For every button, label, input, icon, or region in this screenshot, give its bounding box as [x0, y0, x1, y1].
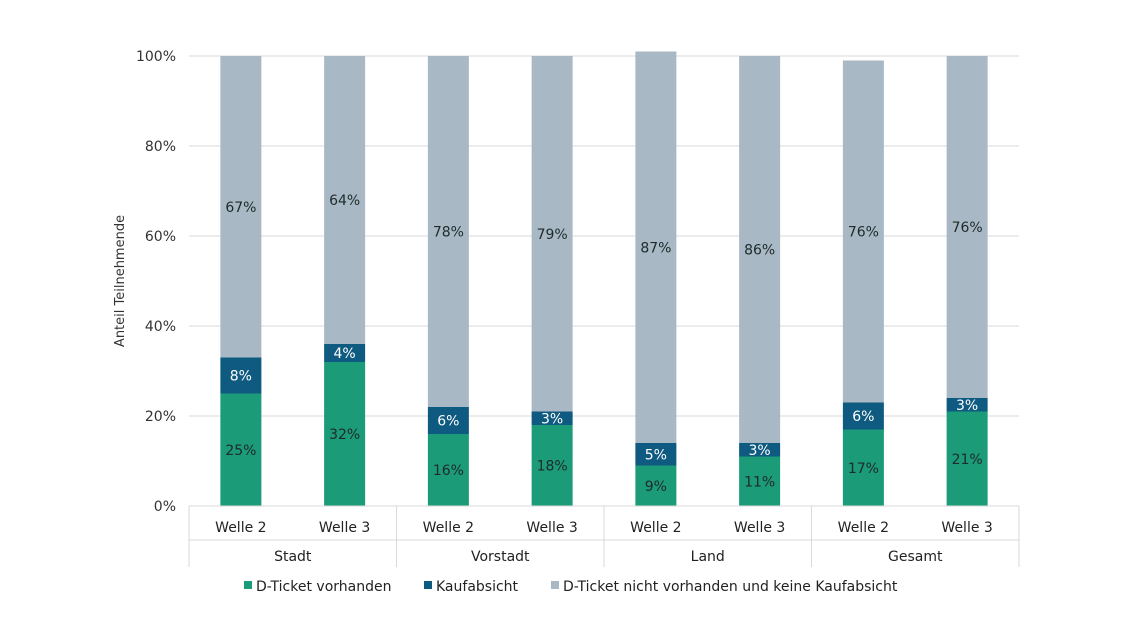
data-label: 8% — [230, 369, 252, 385]
bar-segment — [220, 357, 262, 394]
bar-segment — [635, 443, 677, 466]
x-tick-label: Welle 3 — [734, 520, 785, 536]
legend-swatch — [244, 581, 252, 589]
bar-segment — [635, 465, 677, 506]
bar-segment — [324, 56, 366, 344]
data-label: 17% — [848, 461, 879, 477]
data-label: 9% — [645, 479, 667, 495]
data-label: 5% — [645, 447, 667, 463]
data-label: 87% — [640, 240, 671, 256]
gridlines — [189, 55, 1019, 507]
legend: D-Ticket vorhanden Kaufabsicht D-Ticket ni… — [244, 579, 898, 595]
legend-swatch — [424, 581, 432, 589]
bar-segment — [220, 393, 262, 506]
x-axis: Welle 2 Welle 3 Stadt Welle 2 Welle 3 Vorstad… — [188, 505, 1020, 567]
data-label: 76% — [952, 220, 983, 236]
legend-swatch — [551, 581, 559, 589]
data-label: 78% — [433, 225, 464, 241]
bar-segment — [946, 56, 988, 398]
bar-segment — [739, 56, 781, 443]
x-tick-label: Welle 3 — [941, 520, 992, 536]
data-label: 86% — [744, 243, 775, 259]
bar-segment — [220, 56, 262, 358]
data-label: 21% — [952, 452, 983, 468]
bars — [220, 51, 988, 506]
y-axis-ticks: 0% 20% 40% 60% 80% 100% — [136, 49, 176, 515]
bar-segment — [427, 56, 469, 407]
data-label: 67% — [225, 200, 256, 216]
legend-label: Kaufabsicht — [436, 579, 519, 595]
legend-label: D-Ticket vorhanden — [256, 579, 391, 595]
y-tick-label: 40% — [145, 319, 176, 335]
y-tick-label: 100% — [136, 49, 176, 65]
bar-segment — [531, 411, 573, 425]
y-axis-label: Anteil Teilnehmende — [113, 215, 128, 347]
bar-segment — [531, 425, 573, 506]
bar-segment — [739, 456, 781, 506]
bar-segment — [324, 362, 366, 506]
bar-segment — [427, 407, 469, 434]
data-label: 64% — [329, 193, 360, 209]
data-label: 3% — [541, 411, 563, 427]
bar-segment — [946, 411, 988, 506]
data-label: 11% — [744, 474, 775, 490]
x-group-label: Stadt — [274, 549, 312, 565]
data-label: 76% — [848, 225, 879, 241]
bar-segment — [842, 429, 884, 506]
data-label: 6% — [437, 414, 459, 430]
y-tick-label: 0% — [154, 499, 176, 515]
x-tick-label: Welle 2 — [423, 520, 474, 536]
bar-segment — [842, 402, 884, 430]
y-tick-label: 80% — [145, 139, 176, 155]
bar-segment — [842, 60, 884, 403]
bar-segment — [324, 344, 366, 362]
y-tick-label: 20% — [145, 409, 176, 425]
data-label: 4% — [334, 346, 356, 362]
data-labels: 25% 8% 67% 32% 4% 64% 16% 6% 78% 18% 3% 79% 9% 5% 87% 1… — [225, 193, 982, 495]
data-label: 3% — [749, 443, 771, 459]
bar-segment — [531, 56, 573, 412]
data-label: 79% — [537, 227, 568, 243]
x-tick-label: Welle 3 — [526, 520, 577, 536]
y-tick-label: 60% — [145, 229, 176, 245]
x-group-label: Vorstadt — [471, 549, 530, 565]
bar-segment — [946, 398, 988, 412]
x-tick-label: Welle 2 — [630, 520, 681, 536]
data-label: 25% — [225, 443, 256, 459]
x-group-label: Gesamt — [888, 549, 943, 565]
x-tick-label: Welle 2 — [215, 520, 266, 536]
bar-segment — [427, 434, 469, 506]
x-group-label: Land — [691, 549, 725, 565]
data-label: 18% — [537, 459, 568, 475]
bar-segment — [739, 443, 781, 457]
legend-label: D-Ticket nicht vorhanden und keine Kaufa… — [563, 579, 898, 595]
x-tick-label: Welle 3 — [319, 520, 370, 536]
data-label: 3% — [956, 398, 978, 414]
data-label: 6% — [852, 409, 874, 425]
data-label: 32% — [329, 427, 360, 443]
x-tick-label: Welle 2 — [838, 520, 889, 536]
bar-segment — [635, 51, 677, 443]
data-label: 16% — [433, 463, 464, 479]
